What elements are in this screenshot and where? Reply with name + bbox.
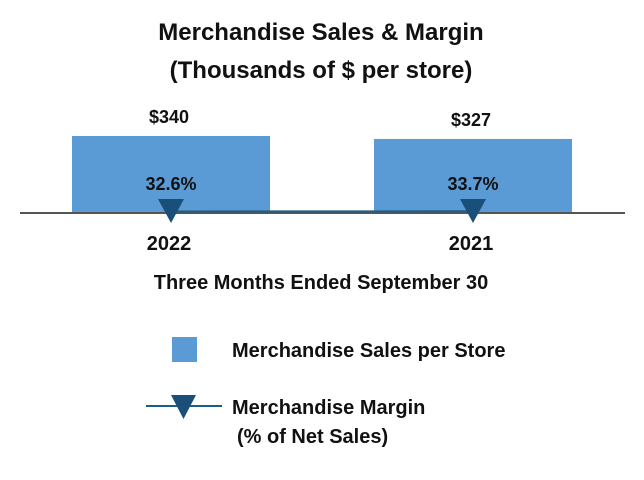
bar-value-label-2021: $327 xyxy=(451,110,491,130)
margin-series-group xyxy=(158,199,486,223)
bar-value-label-2022: $340 xyxy=(149,107,189,127)
x-tick-label-2022: 2022 xyxy=(147,233,192,255)
x-tick-label-2021: 2021 xyxy=(449,233,494,255)
legend-triangle-marker xyxy=(171,395,196,419)
bar-group xyxy=(72,136,572,213)
margin-marker-2022 xyxy=(158,199,184,223)
chart-title-line-1: Merchandise Sales & Margin xyxy=(158,19,483,46)
margin-label-2022: 32.6% xyxy=(145,174,196,194)
legend-line-label-2: (% of Net Sales) xyxy=(237,426,388,448)
data-label-group: $340 32.6% 2022 $327 33.7% 2021 xyxy=(145,107,498,255)
legend-bar-label: Merchandise Sales per Store xyxy=(232,340,505,362)
legend-line-label-1: Merchandise Margin xyxy=(232,397,425,419)
chart-title-line-2: (Thousands of $ per store) xyxy=(170,57,473,84)
margin-label-2021: 33.7% xyxy=(447,174,498,194)
margin-marker-2021 xyxy=(460,199,486,223)
x-axis-title: Three Months Ended September 30 xyxy=(154,272,489,294)
legend-bar-swatch xyxy=(172,337,197,362)
